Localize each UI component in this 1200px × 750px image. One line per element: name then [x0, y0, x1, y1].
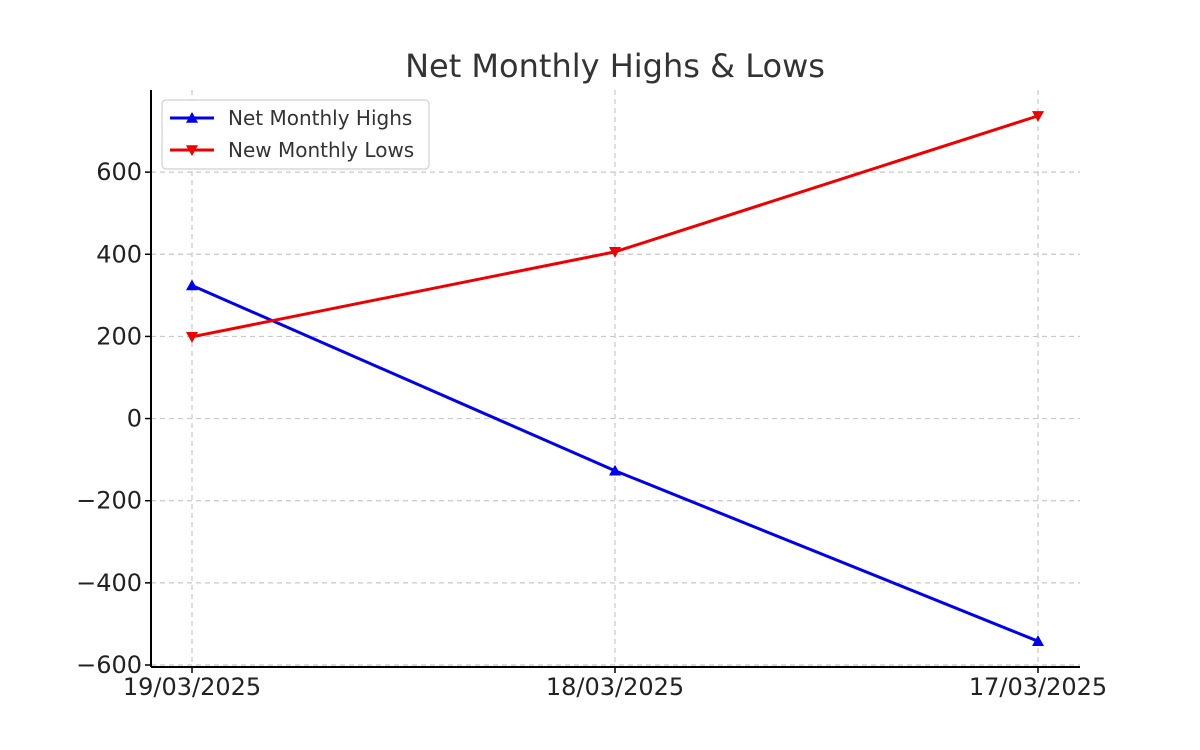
y-axis-ticks: −600 −400 −200 0 200 400 600	[76, 158, 151, 679]
y-tick-label: 0	[127, 405, 142, 433]
data-point-marker	[186, 332, 198, 343]
legend-swatch-marker	[186, 145, 198, 156]
x-tick-label: 17/03/2025	[969, 673, 1107, 701]
y-tick-label: −400	[76, 569, 142, 597]
x-axis-ticks: 19/03/2025 18/03/2025 17/03/2025	[123, 667, 1107, 701]
chart-title: Net Monthly Highs & Lows	[405, 47, 825, 85]
x-tick-label: 18/03/2025	[546, 673, 684, 701]
legend-box	[161, 99, 430, 170]
series-group	[186, 111, 1044, 646]
y-tick-label: 600	[96, 158, 142, 186]
y-tick-label: 200	[96, 322, 142, 350]
legend-label: Net Monthly Highs	[228, 106, 412, 130]
y-tick-label: −200	[76, 487, 142, 515]
data-point-marker	[1032, 635, 1044, 646]
data-point-marker	[186, 279, 198, 291]
y-tick-label: −600	[76, 651, 142, 679]
legend-swatch-marker	[186, 112, 198, 123]
legend-label: New Monthly Lows	[228, 138, 414, 162]
y-tick-label: 400	[96, 240, 142, 268]
x-tick-label: 19/03/2025	[123, 673, 261, 701]
grid	[151, 90, 1080, 667]
data-point-marker	[609, 247, 621, 258]
data-point-marker	[1032, 111, 1044, 122]
data-point-marker	[609, 464, 621, 476]
legend: Net Monthly Highs New Monthly Lows	[161, 99, 430, 170]
